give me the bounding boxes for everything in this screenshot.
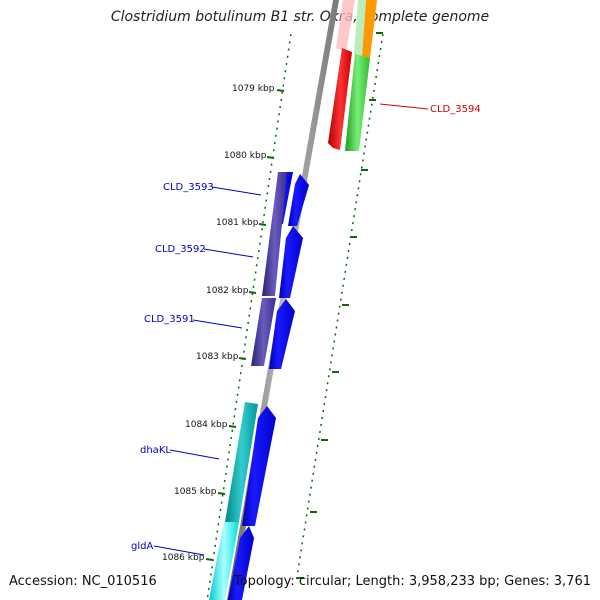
cds-arrow-2 — [288, 174, 309, 226]
leader-cld3594 — [379, 103, 429, 110]
label-cld3591: CLD_3591 — [144, 314, 195, 325]
kbp-tick-1083: 1083 kbp — [196, 352, 239, 362]
kbp-tick-1080: 1080 kbp — [224, 151, 267, 161]
kbp-tick-1086: 1086 kbp — [162, 553, 205, 563]
leader-dhaKL — [169, 449, 220, 460]
label-cld3594: CLD_3594 — [430, 104, 481, 115]
cds-arrow-4 — [269, 299, 295, 369]
gene-cld3594-orange — [362, 0, 377, 58]
leader-cld3591 — [192, 319, 243, 329]
gene-cld3594-red — [336, 0, 355, 52]
label-cld3593: CLD_3593 — [163, 182, 214, 193]
kbp-tick-1085: 1085 kbp — [174, 487, 217, 497]
cds-arrow-5 — [242, 406, 276, 526]
leader-gldA — [153, 545, 205, 556]
gene-cld3593 — [262, 172, 287, 296]
major-ticks — [205, 32, 383, 579]
kbp-tick-1084: 1084 kbp — [185, 420, 228, 430]
gene-cld3594-green — [354, 0, 366, 56]
label-gldA: gldA — [131, 541, 153, 552]
kbp-tick-1081: 1081 kbp — [216, 218, 259, 228]
gene-cld3594 — [345, 54, 370, 151]
gene-cld3591 — [251, 298, 276, 366]
cds-arrow-3 — [279, 226, 303, 298]
kbp-tick-1079: 1079 kbp — [232, 84, 275, 94]
label-cld3592: CLD_3592 — [155, 244, 206, 255]
genome-title: Clostridium botulinum B1 str. Okra, comp… — [110, 9, 490, 25]
accession-text: Accession: NC_010516 — [9, 574, 157, 589]
gene-dhaKL — [225, 402, 258, 522]
tick-dots — [206, 34, 384, 598]
gene-gldA — [209, 522, 239, 600]
gene-red — [328, 48, 352, 150]
genome-summary-text: Topology: circular; Length: 3,958,233 bp… — [233, 574, 591, 589]
label-dhaKL: dhaKL — [140, 445, 171, 456]
leader-cld3593 — [211, 186, 262, 196]
kbp-tick-1082: 1082 kbp — [206, 286, 249, 296]
cds-arrow-6 — [228, 526, 254, 600]
leader-cld3592 — [203, 248, 254, 258]
